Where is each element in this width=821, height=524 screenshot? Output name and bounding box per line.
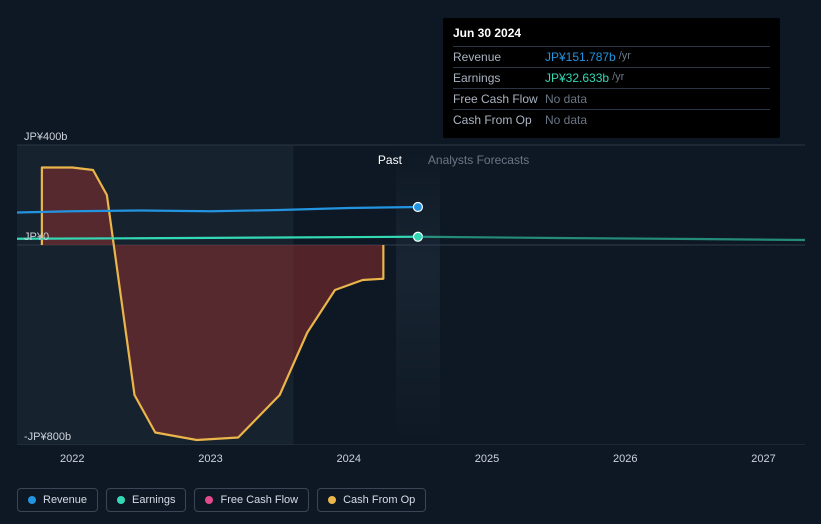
tooltip-row: Free Cash FlowNo data bbox=[453, 89, 770, 110]
y-tick-label: JP¥0 bbox=[24, 231, 49, 243]
x-tick-label: 2026 bbox=[613, 453, 637, 465]
tooltip-date: Jun 30 2024 bbox=[453, 26, 770, 47]
tooltip-row: RevenueJP¥151.787b/yr bbox=[453, 47, 770, 68]
legend-dot-icon bbox=[328, 496, 336, 504]
tooltip-metric-label: Earnings bbox=[453, 71, 545, 85]
legend-item-cash-from-op[interactable]: Cash From Op bbox=[317, 488, 426, 512]
legend-item-free-cash-flow[interactable]: Free Cash Flow bbox=[194, 488, 309, 512]
legend-dot-icon bbox=[205, 496, 213, 504]
legend-label: Earnings bbox=[132, 494, 175, 506]
tooltip-metric-value: JP¥32.633b bbox=[545, 71, 609, 85]
legend-dot-icon bbox=[117, 496, 125, 504]
tooltip-suffix: /yr bbox=[619, 50, 631, 64]
tooltip-metric-label: Free Cash Flow bbox=[453, 92, 545, 106]
x-tick-label: 2023 bbox=[198, 453, 222, 465]
legend-item-revenue[interactable]: Revenue bbox=[17, 488, 98, 512]
tooltip-metric-value: No data bbox=[545, 92, 587, 106]
x-tick-label: 2022 bbox=[60, 453, 84, 465]
tooltip-suffix: /yr bbox=[612, 71, 624, 85]
x-tick-label: 2027 bbox=[751, 453, 775, 465]
legend-label: Free Cash Flow bbox=[220, 494, 298, 506]
tooltip-rows: RevenueJP¥151.787b/yrEarningsJP¥32.633b/… bbox=[453, 47, 770, 130]
chart-canvas bbox=[17, 125, 805, 445]
tooltip-metric-label: Revenue bbox=[453, 50, 545, 64]
tooltip-metric-value: JP¥151.787b bbox=[545, 50, 616, 64]
past-label: Past bbox=[378, 153, 402, 167]
x-tick-label: 2024 bbox=[337, 453, 361, 465]
y-tick-label: JP¥400b bbox=[24, 131, 67, 143]
legend-label: Revenue bbox=[43, 494, 87, 506]
forecast-label: Analysts Forecasts bbox=[428, 153, 529, 167]
legend-item-earnings[interactable]: Earnings bbox=[106, 488, 186, 512]
chart: Past Analysts Forecasts JP¥400b JP¥0 -JP¥8… bbox=[17, 125, 805, 475]
legend-label: Cash From Op bbox=[343, 494, 415, 506]
tooltip-row: EarningsJP¥32.633b/yr bbox=[453, 68, 770, 89]
legend: Revenue Earnings Free Cash Flow Cash From O… bbox=[17, 488, 426, 512]
data-tooltip: Jun 30 2024 RevenueJP¥151.787b/yrEarning… bbox=[443, 18, 780, 138]
legend-dot-icon bbox=[28, 496, 36, 504]
y-tick-label: -JP¥800b bbox=[24, 431, 71, 443]
x-tick-label: 2025 bbox=[475, 453, 499, 465]
